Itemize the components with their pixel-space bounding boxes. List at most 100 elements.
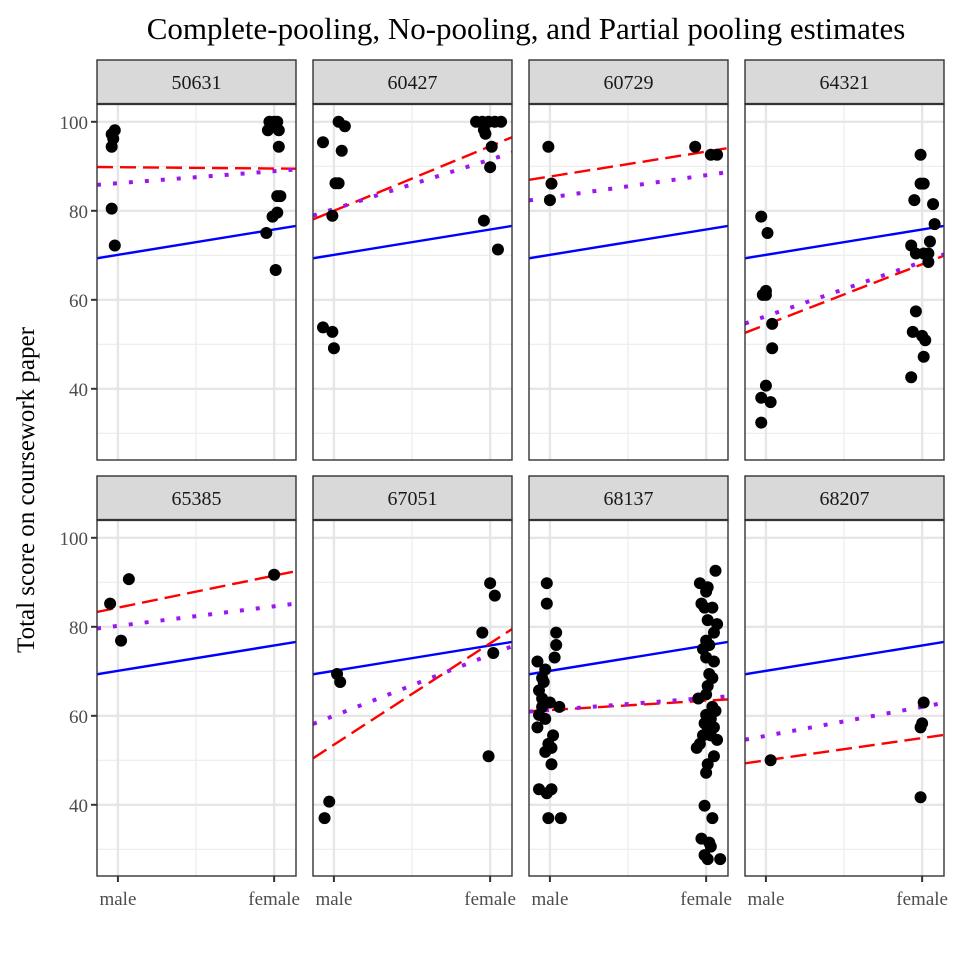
panel-content: [745, 148, 944, 429]
partial-pooling-line: [313, 644, 512, 726]
data-point: [115, 634, 128, 647]
facet-strip-label: 60729: [604, 72, 654, 94]
facet-panels: 50631 40 60 80 100 60427 60729 64321 65385 40 60 80…: [60, 59, 948, 910]
data-point: [766, 317, 779, 330]
panel-content: [97, 115, 296, 276]
data-point: [539, 712, 552, 725]
partial-pooling-line: [745, 252, 944, 326]
data-point: [334, 675, 347, 688]
data-point: [928, 218, 941, 231]
data-point: [923, 235, 936, 248]
data-point: [487, 647, 500, 660]
data-point: [326, 209, 339, 222]
no-pooling-line: [97, 165, 296, 170]
facet-strip-label: 65385: [172, 488, 222, 510]
y-tick-label: 40: [69, 796, 88, 817]
facet-strip-label: 60427: [388, 72, 438, 94]
facet-panel: 60427: [312, 59, 513, 461]
x-tick-label: male: [315, 889, 352, 910]
data-point: [908, 194, 921, 207]
data-point: [927, 198, 940, 211]
facet-strip: [744, 59, 945, 105]
data-point: [917, 177, 930, 190]
data-point: [335, 144, 348, 157]
y-tick-label: 60: [69, 291, 88, 312]
data-point: [709, 564, 722, 577]
data-point: [316, 321, 329, 334]
data-point: [266, 210, 279, 223]
x-tick-label: male: [531, 889, 568, 910]
data-point: [711, 148, 724, 161]
data-point: [316, 136, 329, 149]
data-point: [540, 597, 553, 610]
data-point: [104, 597, 117, 610]
data-point: [914, 791, 927, 804]
complete-pooling-line: [529, 640, 728, 676]
panel-content: [529, 564, 728, 866]
data-point: [327, 342, 340, 355]
data-point: [550, 626, 563, 639]
data-point: [261, 124, 274, 137]
x-tick-label: female: [680, 889, 732, 910]
data-point: [917, 696, 930, 709]
data-point: [540, 577, 553, 590]
data-point: [692, 692, 705, 705]
data-point: [701, 614, 714, 627]
facet-panel: 50631 40 60 80 100: [60, 59, 297, 461]
data-point: [906, 325, 919, 338]
data-point: [543, 194, 556, 207]
data-point: [122, 573, 135, 586]
data-point: [326, 325, 339, 338]
facet-panel: 68137 male female: [528, 475, 732, 910]
data-point: [540, 787, 553, 800]
facet-panel: 65385 40 60 80 100 male female: [60, 475, 300, 910]
data-point: [323, 795, 336, 808]
y-tick-label: 100: [60, 113, 89, 134]
data-point: [922, 247, 935, 260]
data-point: [755, 391, 768, 404]
y-tick-label: 80: [69, 618, 88, 639]
data-point: [759, 288, 772, 301]
facet-strip: [96, 475, 297, 521]
facet-strip-label: 50631: [172, 72, 222, 94]
data-point: [272, 124, 285, 137]
data-point: [755, 416, 768, 429]
y-tick-label: 40: [69, 380, 88, 401]
data-point: [700, 766, 713, 779]
data-point: [553, 700, 566, 713]
partial-pooling-line: [97, 167, 296, 187]
data-point: [531, 721, 544, 734]
data-point: [909, 305, 922, 318]
facet-strip-label: 68207: [820, 488, 870, 510]
no-pooling-line: [745, 733, 944, 765]
data-point: [707, 626, 720, 639]
x-tick-label: female: [896, 889, 948, 910]
data-point: [548, 651, 561, 664]
data-point: [700, 585, 713, 598]
facet-panel: 68207 male female: [744, 475, 948, 910]
partial-pooling-line: [313, 150, 512, 218]
data-point: [495, 115, 508, 128]
no-pooling-line: [529, 146, 728, 182]
complete-pooling-line: [529, 224, 728, 260]
data-point: [711, 733, 724, 746]
data-point: [484, 161, 497, 174]
data-point: [318, 812, 331, 825]
data-point: [714, 853, 727, 866]
no-pooling-line: [313, 628, 512, 760]
no-pooling-line: [97, 569, 296, 614]
facet-strip-label: 64321: [820, 72, 870, 94]
data-point: [914, 148, 927, 161]
data-point: [704, 840, 717, 853]
y-tick-label: 60: [69, 707, 88, 728]
data-point: [554, 812, 567, 825]
data-point: [914, 721, 927, 734]
facet-panel: 67051 male female: [312, 475, 516, 910]
no-pooling-line: [745, 254, 944, 334]
data-point: [689, 140, 702, 153]
panel-content: [529, 140, 728, 260]
data-point: [706, 601, 719, 614]
data-point: [919, 334, 932, 347]
data-point: [484, 577, 497, 590]
data-point: [260, 227, 273, 240]
